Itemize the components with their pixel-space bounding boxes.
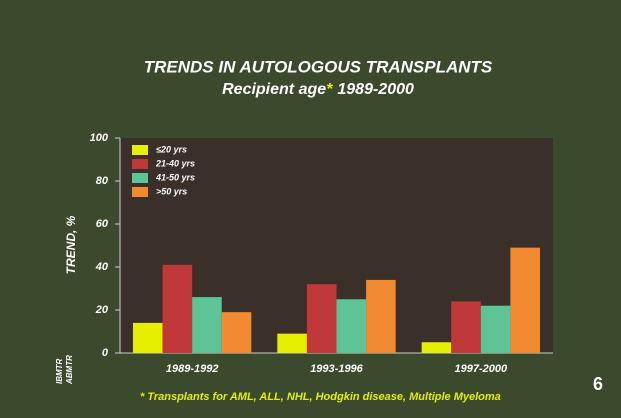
legend-label: 41-50 yrs xyxy=(155,172,195,182)
y-tick-label: 20 xyxy=(95,304,109,316)
y-tick-label: 40 xyxy=(95,261,109,273)
legend-swatch xyxy=(132,173,148,183)
logo-text: IBMTR xyxy=(55,358,64,384)
bar xyxy=(192,297,222,353)
legend-swatch xyxy=(132,187,148,197)
legend-label: ≤20 yrs xyxy=(156,144,187,154)
chart-subtitle: Recipient age* 1989-2000 xyxy=(222,81,414,98)
bar xyxy=(451,301,481,353)
y-tick-label: 80 xyxy=(96,175,109,187)
logo: IBMTR ABMTR xyxy=(55,355,74,385)
bar xyxy=(133,322,163,353)
y-tick-label: 0 xyxy=(102,347,109,359)
subtitle-years: 1989-2000 xyxy=(337,81,414,98)
y-tick-label: 100 xyxy=(90,132,109,144)
logo-text: ABMTR xyxy=(65,355,74,385)
bar xyxy=(480,305,511,353)
chart-title: TRENDS IN AUTOLOGOUS TRANSPLANTS xyxy=(144,57,493,76)
subtitle-text: Recipient age xyxy=(222,81,326,98)
footnote: * Transplants for AML, ALL, NHL, Hodgkin… xyxy=(140,391,501,403)
legend-swatch xyxy=(132,159,148,169)
legend-label: >50 yrs xyxy=(156,186,187,196)
bar xyxy=(336,299,367,353)
legend-swatch xyxy=(132,145,148,155)
y-axis-label: TREND, % xyxy=(64,215,78,274)
y-tick-label: 60 xyxy=(96,218,109,230)
x-tick-label: 1989-1992 xyxy=(166,363,219,375)
bar xyxy=(510,247,540,353)
bar xyxy=(162,264,193,353)
bar xyxy=(366,279,396,353)
bar xyxy=(421,342,452,353)
bar xyxy=(306,284,337,353)
slide-number: 6 xyxy=(593,374,603,394)
x-tick-label: 1993-1996 xyxy=(310,363,363,375)
bar xyxy=(277,333,307,353)
bar xyxy=(221,312,252,353)
subtitle-asterisk: * xyxy=(326,81,333,98)
legend-label: 21-40 yrs xyxy=(155,158,195,168)
x-tick-label: 1997-2000 xyxy=(455,363,508,375)
